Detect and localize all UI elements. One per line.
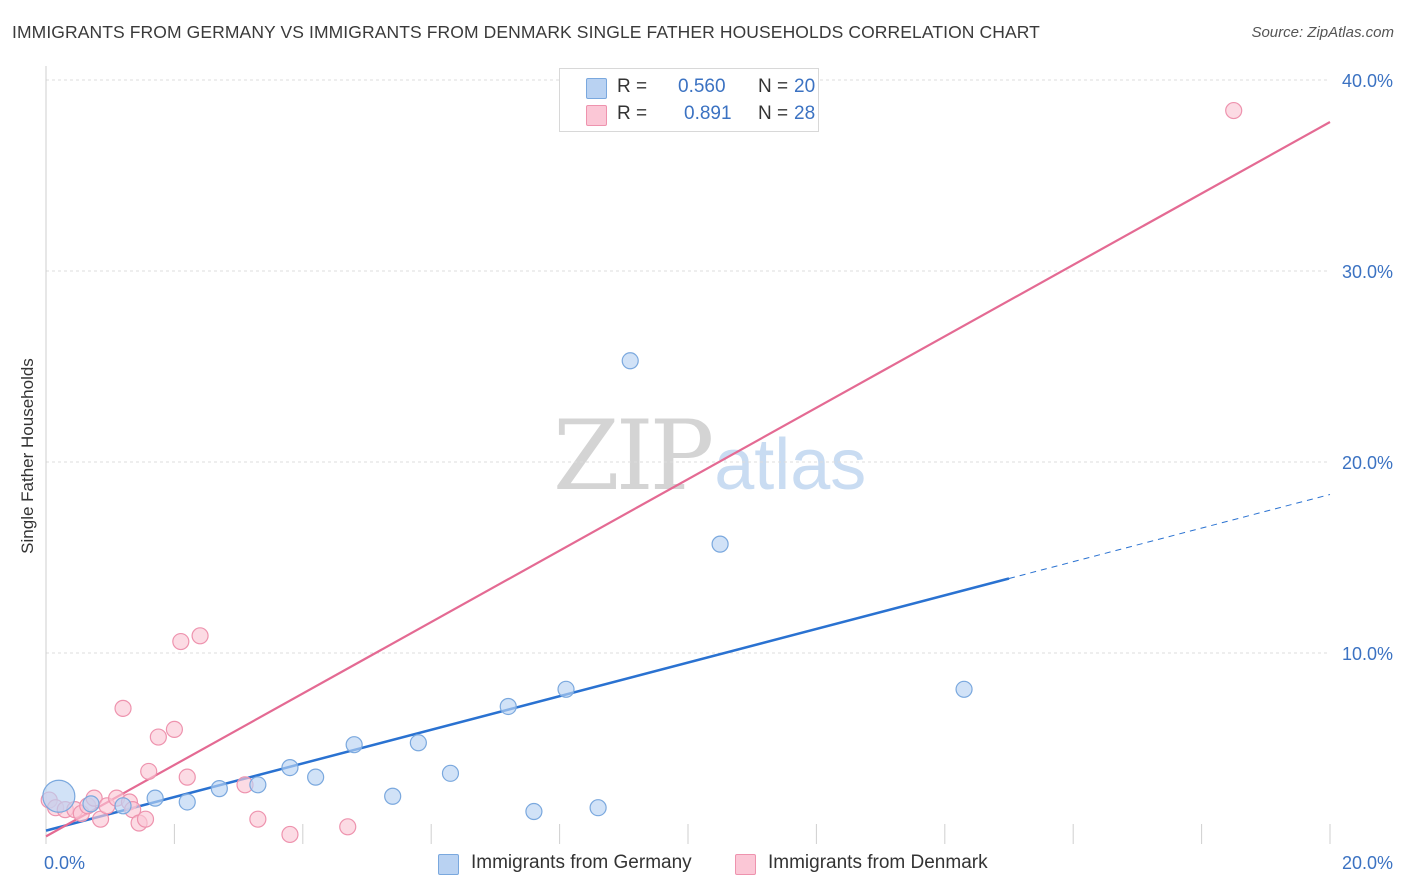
n-value: 28 [794,103,816,124]
denmark-data-point [1225,101,1243,120]
tick-label-layer: 10.0% 20.0% 30.0% 40.0% 0.0% 20.0% [44,71,1393,873]
y-tick-label: 10.0% [1342,644,1393,664]
x-tick-label: 20.0% [1342,853,1393,873]
denmark-trend-line [45,121,1331,838]
n-label: N = [758,76,789,97]
germany-data-point [409,734,427,752]
germany-data-point [42,779,76,813]
germany-trend-extension [1008,493,1331,579]
germany-data-point [82,795,100,813]
germany-data-point [621,352,639,370]
germany-data-point [281,758,299,777]
denmark-data-point [140,762,158,781]
y-tick-label: 40.0% [1342,71,1393,91]
correlation-legend: R = 0.560 N = 20 R = 0.891 N = 28 [559,68,819,132]
denmark-legend-label: Immigrants from Denmark [768,852,988,873]
r-label: R = [617,103,648,124]
germany-data-point [307,768,325,786]
denmark-data-point [281,825,299,844]
denmark-data-point [114,699,132,717]
germany-swatch [586,78,607,99]
germany-data-point [146,789,164,807]
denmark-data-point [249,810,267,828]
source-credit: Source: ZipAtlas.com [1251,24,1394,41]
germany-data-point [711,535,729,553]
germany-data-point [499,697,517,716]
r-label: R = [617,76,648,97]
r-value: 0.891 [684,103,732,124]
denmark-legend-swatch [735,854,756,875]
germany-data-point [557,680,575,698]
denmark-data-point [178,768,196,786]
axis-layer [45,66,1331,844]
germany-data-point [210,780,228,798]
x-tick-label: 0.0% [44,853,85,873]
denmark-data-point [149,728,167,746]
germany-data-point [249,776,267,794]
germany-data-point [178,793,196,811]
y-tick-label: 20.0% [1342,453,1393,473]
denmark-swatch [586,105,607,126]
germany-data-point [525,802,543,821]
trend-layer [45,121,1331,838]
germany-trend-line [45,577,1010,832]
r-value: 0.560 [678,76,726,97]
denmark-data-point [191,627,209,645]
n-value: 20 [794,76,816,97]
germany-data-point [345,736,363,754]
grid-layer [46,79,1330,654]
n-label: N = [758,103,789,124]
germany-data-point [955,680,973,698]
denmark-data-point [339,818,357,836]
denmark-data-point [172,632,190,651]
y-tick-label: 30.0% [1342,262,1393,282]
germany-legend-label: Immigrants from Germany [471,852,692,873]
germany-data-point [114,797,132,815]
denmark-data-point [165,720,183,739]
germany-legend-swatch [438,854,459,875]
germany-data-point [441,764,460,782]
germany-data-point [384,787,402,805]
germany-data-point [589,799,607,817]
chart-title: IMMIGRANTS FROM GERMANY VS IMMIGRANTS FR… [12,22,1040,42]
point-layer [40,101,1243,844]
denmark-data-point [136,810,155,828]
